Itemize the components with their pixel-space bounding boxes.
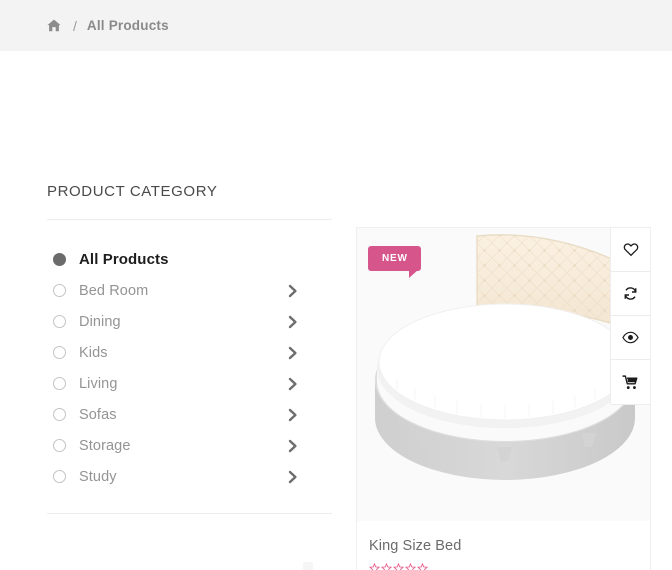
quick-view-button[interactable] — [611, 316, 650, 360]
star-icon — [417, 563, 428, 570]
cart-icon — [622, 374, 639, 390]
sidebar-item-dining[interactable]: Dining — [47, 306, 332, 337]
star-icon — [405, 563, 416, 570]
star-icon — [369, 563, 380, 570]
sidebar-item-label: Kids — [79, 344, 108, 361]
sidebar-item-label: Dining — [79, 313, 121, 330]
radio-icon — [53, 470, 66, 483]
product-info: King Size Bed 18,900.00 € — [357, 521, 650, 570]
compare-button[interactable] — [611, 272, 650, 316]
status-badge: NEW — [368, 246, 421, 278]
refresh-icon — [623, 286, 638, 301]
radio-icon — [53, 377, 66, 390]
product-title[interactable]: King Size Bed — [369, 538, 462, 554]
sidebar-item-kids[interactable]: Kids — [47, 337, 332, 368]
product-action-rail — [610, 228, 650, 405]
pagination-partial[interactable] — [303, 562, 313, 570]
sidebar-item-storage[interactable]: Storage — [47, 430, 332, 461]
radio-icon — [53, 346, 66, 359]
sidebar-item-label: All Products — [79, 251, 169, 268]
star-icon — [381, 563, 392, 570]
chevron-right-icon[interactable] — [288, 315, 298, 329]
sidebar-item-label: Bed Room — [79, 282, 149, 299]
heart-icon — [623, 242, 639, 257]
sidebar-item-bed-room[interactable]: Bed Room — [47, 275, 332, 306]
home-icon[interactable] — [47, 19, 61, 32]
breadcrumb-current: All Products — [86, 18, 169, 33]
sidebar-item-label: Storage — [79, 437, 131, 454]
wishlist-button[interactable] — [611, 228, 650, 272]
product-card[interactable]: NEW — [356, 227, 651, 570]
radio-icon — [53, 439, 66, 452]
sidebar-item-label: Living — [79, 375, 118, 392]
breadcrumb: / All Products — [0, 0, 672, 51]
sidebar-item-label: Study — [79, 468, 117, 485]
eye-icon — [622, 331, 639, 344]
radio-icon — [53, 315, 66, 328]
breadcrumb-separator: / — [73, 17, 77, 34]
chevron-right-icon[interactable] — [288, 408, 298, 422]
product-category-sidebar: PRODUCT CATEGORY All Products Bed Room D… — [47, 183, 332, 514]
sidebar-item-all-products[interactable]: All Products — [47, 244, 332, 275]
chevron-right-icon[interactable] — [288, 346, 298, 360]
page-content: PRODUCT CATEGORY All Products Bed Room D… — [0, 51, 672, 570]
radio-icon — [53, 284, 66, 297]
chevron-right-icon[interactable] — [288, 377, 298, 391]
sidebar-item-living[interactable]: Living — [47, 368, 332, 399]
radio-icon — [53, 408, 66, 421]
rating-stars[interactable] — [369, 563, 637, 570]
product-image — [375, 234, 635, 480]
sidebar-item-label: Sofas — [79, 406, 117, 423]
chevron-right-icon[interactable] — [288, 439, 298, 453]
chevron-right-icon[interactable] — [288, 470, 298, 484]
sidebar-item-study[interactable]: Study — [47, 461, 332, 492]
star-icon — [393, 563, 404, 570]
radio-icon — [53, 253, 66, 266]
category-list: All Products Bed Room Dining Kids — [47, 244, 332, 492]
add-to-cart-button[interactable] — [611, 360, 650, 404]
product-image-area[interactable]: NEW — [357, 228, 650, 521]
sidebar-title: PRODUCT CATEGORY — [47, 183, 218, 200]
chevron-right-icon[interactable] — [288, 284, 298, 298]
sidebar-item-sofas[interactable]: Sofas — [47, 399, 332, 430]
sidebar-divider-bottom — [47, 513, 332, 514]
sidebar-divider-top — [47, 219, 332, 220]
